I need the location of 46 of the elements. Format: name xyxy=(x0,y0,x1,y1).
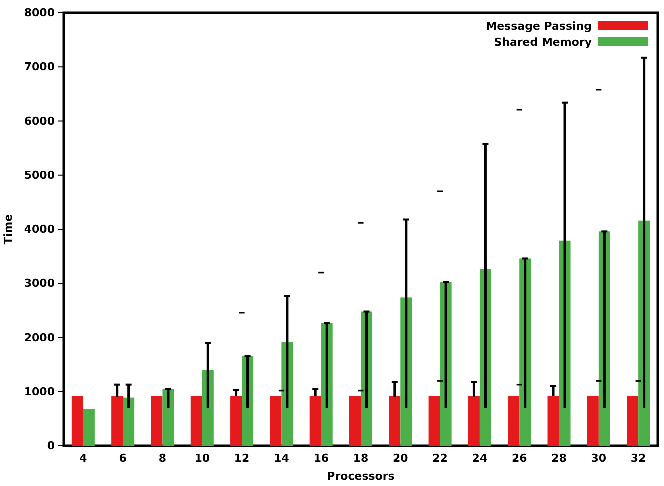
bar xyxy=(83,409,95,446)
legend-label: Message Passing xyxy=(486,20,592,33)
bar xyxy=(190,396,202,446)
bar xyxy=(112,396,124,446)
x-tick-label: 22 xyxy=(432,452,448,465)
y-axis-title: Time xyxy=(2,214,15,245)
y-tick-label: 4000 xyxy=(24,223,56,236)
bar xyxy=(310,396,322,446)
bar xyxy=(350,396,361,446)
x-tick-label: 18 xyxy=(353,452,369,465)
bar xyxy=(428,396,440,446)
bar xyxy=(230,396,242,446)
x-tick-label: 24 xyxy=(472,452,488,465)
x-tick-label: 14 xyxy=(274,452,290,465)
x-tick-label: 16 xyxy=(314,452,330,465)
y-tick-label: 5000 xyxy=(24,168,56,182)
x-tick-label: 30 xyxy=(591,452,607,465)
x-tick-label: 12 xyxy=(234,452,250,465)
y-tick-label: 0 xyxy=(47,440,56,453)
bar xyxy=(508,396,520,446)
legend-label: Shared Memory xyxy=(494,36,592,49)
y-tick-label: 2000 xyxy=(24,331,56,344)
x-tick-label: 8 xyxy=(158,452,167,465)
x-tick-label: 20 xyxy=(392,452,409,465)
bar xyxy=(468,396,480,446)
bar xyxy=(627,396,639,446)
bar xyxy=(123,398,135,446)
bar xyxy=(162,389,174,446)
x-axis-title: Processors xyxy=(327,470,396,483)
y-tick-label: 7000 xyxy=(24,60,56,74)
bar xyxy=(151,396,163,446)
bar xyxy=(587,396,599,446)
x-tick-label: 26 xyxy=(512,452,528,465)
bar xyxy=(270,396,282,446)
y-tick-label: 1000 xyxy=(24,385,56,398)
x-tick-label: 32 xyxy=(630,452,646,465)
x-tick-label: 28 xyxy=(552,452,567,465)
x-tick-label: 6 xyxy=(119,452,128,465)
y-tick-label: 8000 xyxy=(24,6,56,20)
x-tick-label: 4 xyxy=(80,452,88,465)
x-tick-label: 10 xyxy=(194,452,210,465)
y-tick-label: 6000 xyxy=(24,114,56,128)
bar xyxy=(548,396,560,446)
bar xyxy=(389,396,401,446)
bar xyxy=(72,396,84,446)
y-tick-label: 3000 xyxy=(24,277,56,290)
